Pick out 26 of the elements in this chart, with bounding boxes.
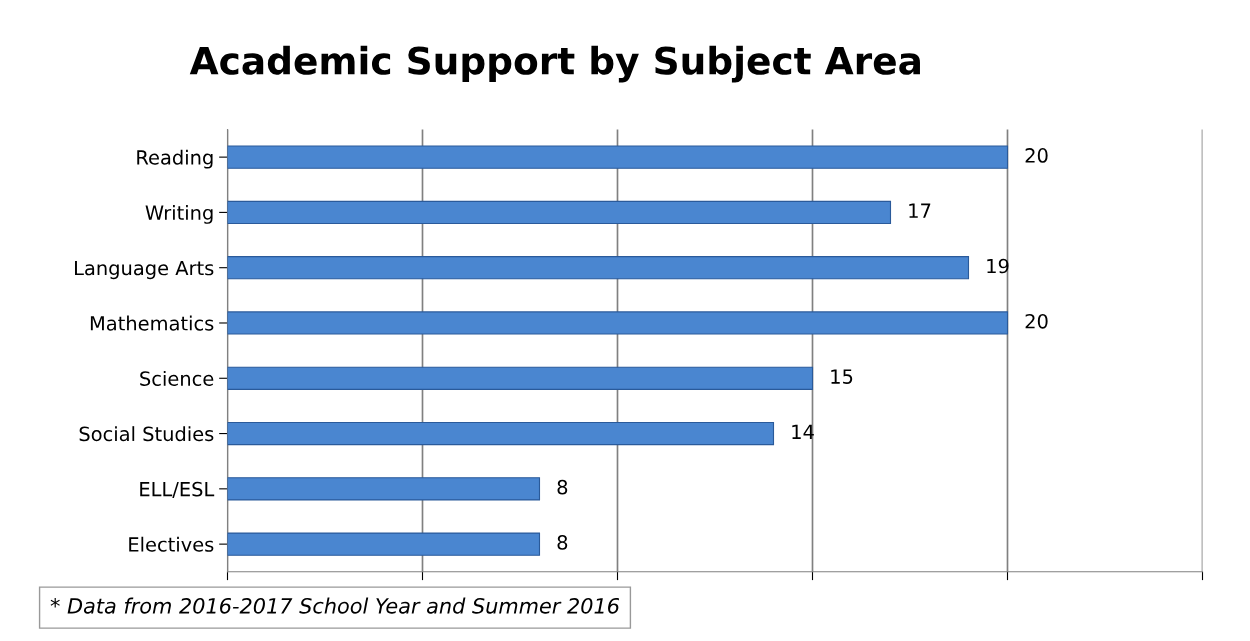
bar	[227, 311, 1009, 335]
bar	[227, 366, 814, 390]
bar	[227, 421, 775, 446]
data-label: 20	[1025, 148, 1048, 163]
y-tick-label: Mathematics	[90, 315, 214, 331]
y-tick-label: Science	[140, 370, 214, 386]
data-label: 8	[557, 479, 568, 495]
bar	[227, 200, 892, 225]
bar	[227, 145, 1009, 169]
text: * Data from 2016-2017 School Year and Summer 2016	[50, 597, 620, 614]
data-label: 17	[909, 203, 931, 218]
y-tick-label: ELL/ESL	[140, 481, 215, 499]
bar	[227, 477, 541, 501]
data-label: 20	[1025, 313, 1048, 329]
y-tick-label: Electives	[129, 536, 214, 552]
y-tick-label: Social Studies	[79, 426, 214, 442]
bar	[227, 532, 541, 556]
bar	[227, 256, 970, 280]
data-label: 8	[557, 535, 568, 550]
y-tick-label: Language Arts	[75, 260, 214, 280]
data-label: 15	[831, 369, 853, 384]
data-label: 14	[792, 424, 814, 439]
y-tick-label: Writing	[145, 205, 213, 224]
y-tick-label: Reading	[137, 149, 213, 169]
chart-title: Academic Support by Subject Area	[189, 45, 920, 83]
data-label: 19	[987, 258, 1009, 274]
